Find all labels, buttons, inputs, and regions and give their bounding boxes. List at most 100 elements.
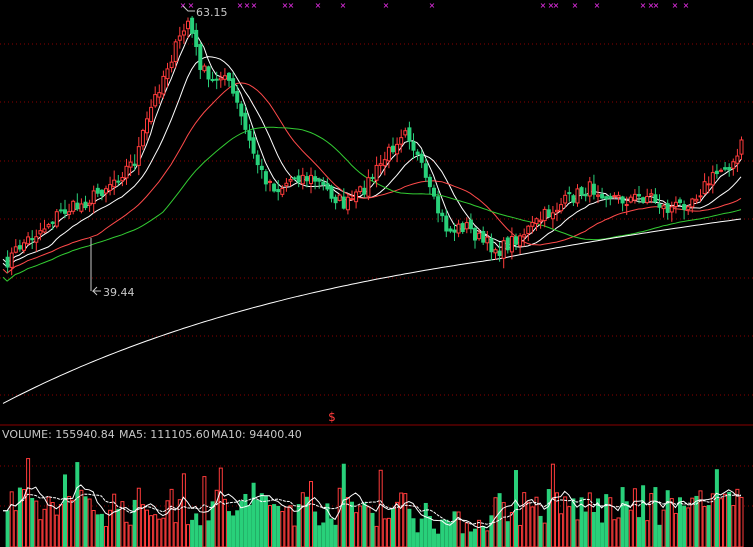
candle-body [67,211,72,215]
center-marker: $ [328,410,336,424]
candle-body [247,130,252,141]
candle-body [440,212,445,217]
volume-bar [157,518,162,547]
volume-bar [13,510,18,547]
candle-body [710,172,715,186]
volume-bar [366,506,371,547]
candle-body [79,203,84,212]
volume-header: VOLUME: 155940.84 MA5: 111105.60 MA10: 9… [2,428,302,441]
high-price-label: 63.15 [196,6,228,19]
volume-bar [104,526,108,547]
candle-body [587,181,592,197]
candle-body [489,238,494,253]
volume-bar [624,501,629,547]
high-price-annotation: 63.15 [182,5,228,19]
volume-bar [604,494,609,547]
volume-bar [227,511,231,547]
volume-bar [337,487,342,547]
volume-bar [403,493,408,547]
candle-body [366,177,371,197]
candle-body [493,249,498,254]
candle-body [214,78,219,81]
volume-bar [268,505,272,547]
volume-bar [161,517,166,547]
volume-bar [723,493,728,547]
candle-body [374,164,379,181]
volume-bar [534,496,539,547]
candle-body [546,209,551,218]
volume-bar [714,469,719,547]
candle-body [649,193,654,196]
candle-body [522,234,527,238]
volume-bar [67,496,72,547]
candle-body [386,146,391,162]
signal-marker: × [572,1,579,10]
candle-body [58,209,63,212]
volume-bar [407,508,412,547]
candle-body [432,187,436,197]
candle-body [13,246,18,253]
candle-body [620,196,625,204]
candle-body [38,230,43,235]
low-price-arrow [91,286,101,296]
volume-bar [395,501,400,547]
volume-bar [26,458,31,547]
volume-bar [657,524,662,547]
volume-bar [567,506,572,547]
volume-bar [464,522,469,547]
candle-body [612,195,617,198]
candle-body [411,141,416,151]
volume-bar [468,531,473,547]
candle-body [54,211,59,227]
candle-body [423,163,428,178]
candle-body [75,202,80,210]
candle-body [259,165,264,171]
volume-grid [0,465,753,507]
candle-body [71,200,76,212]
candle-body [206,66,211,80]
candle-body [325,183,330,190]
candle-body [128,161,133,168]
candle-body [235,90,240,103]
ma-longest-line [2,218,742,404]
volume-bar [432,528,436,547]
candle-body [628,196,633,203]
candle-body [378,163,383,166]
candle-body [690,198,695,208]
candle-body [448,228,453,232]
candle-body [288,178,293,182]
candle-body [83,201,88,209]
volume-bar [702,505,707,547]
ma-long-red-line [2,82,742,274]
volume-bar [42,508,47,547]
volume-bar [75,462,80,547]
volume-bar [399,492,404,547]
signal-marker: × [640,1,647,10]
candle-body [407,127,412,142]
volume-bar [587,492,592,547]
candle-body [149,106,154,123]
signal-marker: × [429,1,436,10]
candle-body [140,129,145,147]
volume-bar [136,487,141,547]
volume-bar [9,491,14,547]
volume-ma10-line [3,493,742,525]
volume-bar [91,510,96,547]
volume-bar [124,521,129,547]
volume-bar [637,517,641,547]
volume-bar [542,522,547,547]
volume-bar [288,505,293,547]
volume-bar [350,501,354,547]
candle-body [669,206,674,213]
candle-body [210,78,215,81]
volume-bar [300,492,305,547]
candle-body [497,250,502,257]
candle-body [17,245,22,250]
candle-body [173,41,178,63]
candle-body [333,196,338,204]
low-price-annotation: 39.44 [90,238,135,299]
volume-bar [190,519,195,547]
volume-bar [678,497,682,547]
volume-bar [719,498,723,547]
signal-marker: × [553,1,560,10]
